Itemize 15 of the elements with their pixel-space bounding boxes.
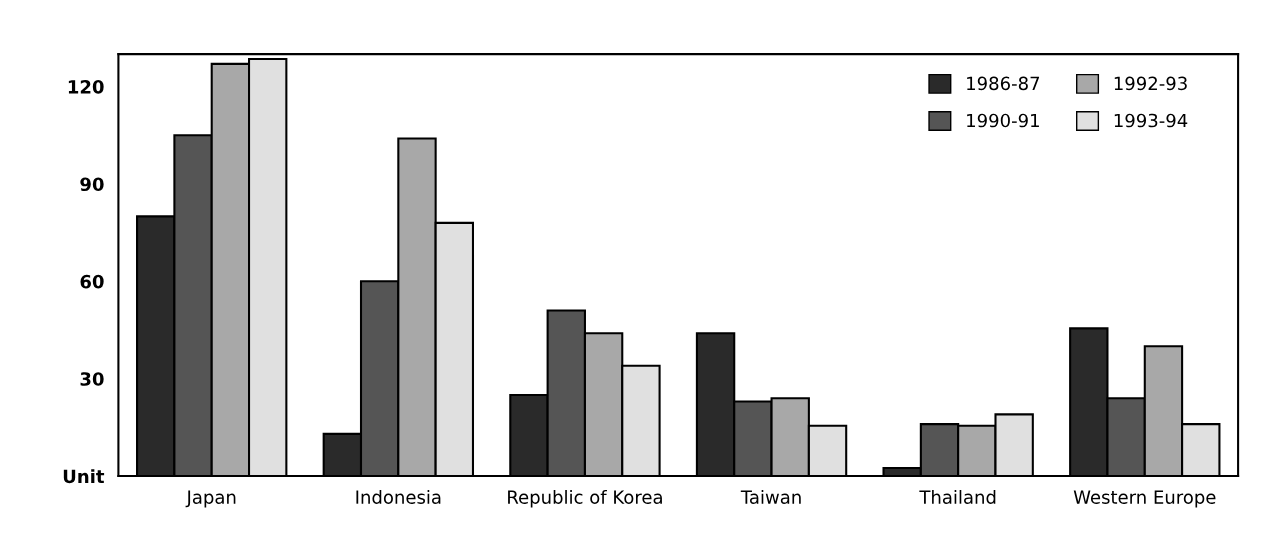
legend-label: 1986-87: [967, 76, 1040, 91]
x-tick-label: Western Europe: [1073, 490, 1216, 508]
y-tick-label: 90: [80, 177, 104, 192]
legend-label: 1993-94: [1114, 113, 1188, 128]
x-tick-label: Indonesia: [356, 489, 441, 504]
y-tick-label: 120: [68, 80, 104, 94]
x-tick-label: Thailand: [919, 489, 996, 504]
legend-label: 1990-91: [967, 113, 1039, 128]
y-tick-label: 30: [80, 372, 104, 386]
x-tick-label: Taiwan: [740, 489, 801, 504]
y-tick-label: Unit: [63, 469, 105, 484]
x-tick-label: Republic of Korea: [508, 489, 662, 508]
legend-label: 1992-93: [1114, 76, 1187, 91]
x-tick-label: Japan: [185, 490, 236, 508]
y-tick-label: 60: [80, 274, 104, 289]
